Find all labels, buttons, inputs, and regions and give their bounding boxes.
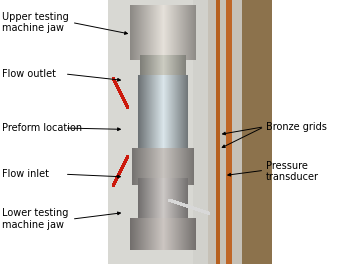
Text: Lower testing
machine jaw: Lower testing machine jaw xyxy=(2,208,68,230)
Text: Preform location: Preform location xyxy=(2,123,82,133)
Text: Flow outlet: Flow outlet xyxy=(2,69,56,79)
Text: Pressure
transducer: Pressure transducer xyxy=(266,161,319,182)
Text: Flow inlet: Flow inlet xyxy=(2,169,49,179)
Text: Bronze grids: Bronze grids xyxy=(266,122,327,132)
Text: Upper testing
machine jaw: Upper testing machine jaw xyxy=(2,12,69,33)
